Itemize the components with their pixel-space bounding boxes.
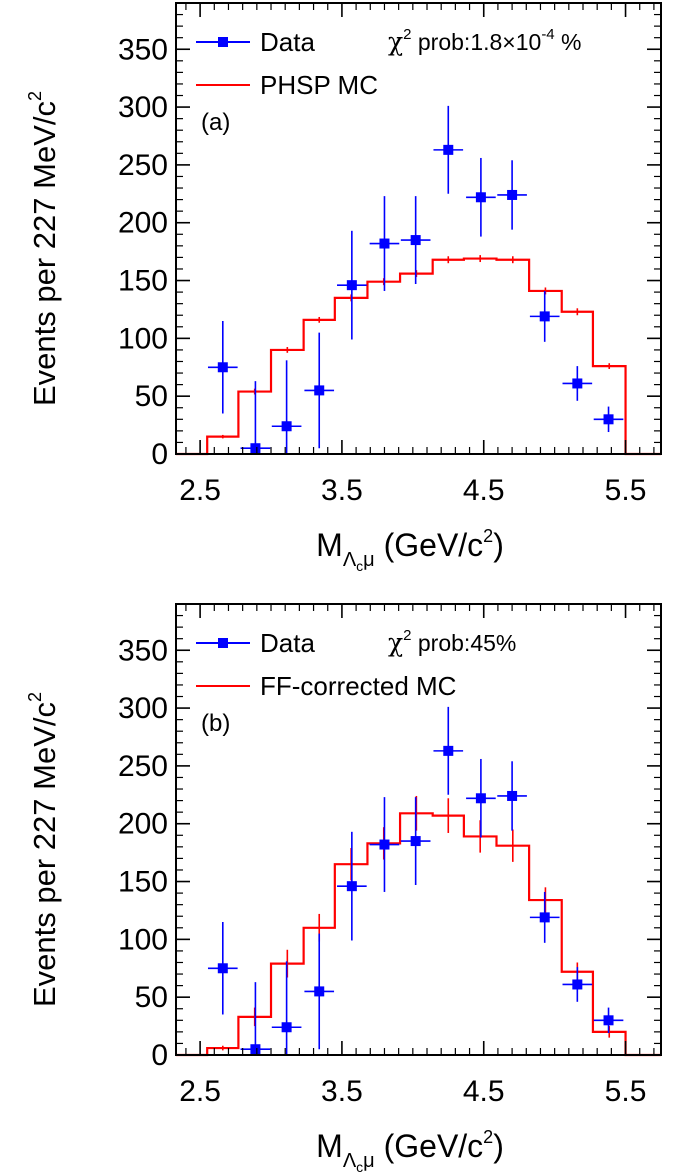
y-tick-label: 0 xyxy=(151,1039,168,1072)
data-point xyxy=(346,280,357,291)
legend-data-marker xyxy=(218,37,228,47)
data-point xyxy=(443,144,454,155)
plot-frame xyxy=(175,603,662,1056)
data-point xyxy=(410,836,421,847)
y-tick-label: 250 xyxy=(118,750,168,783)
y-tick-label: 250 xyxy=(118,149,168,182)
data-point xyxy=(572,979,583,990)
data-point xyxy=(217,963,228,974)
data-point xyxy=(314,986,325,997)
x-tick-label: 3.5 xyxy=(321,1075,363,1108)
data-point xyxy=(507,790,518,801)
x-tick-label: 2.5 xyxy=(179,1075,221,1108)
data-point xyxy=(539,912,550,923)
y-tick-label: 200 xyxy=(118,808,168,841)
y-tick-label: 300 xyxy=(118,692,168,725)
x-tick-label: 4.5 xyxy=(463,474,505,507)
y-tick-label: 350 xyxy=(118,33,168,66)
y-tick-label: 150 xyxy=(118,866,168,899)
y-tick-label: 50 xyxy=(135,981,168,1014)
x-axis-label: MΛcμ (GeV/c2) xyxy=(316,1127,504,1173)
data-point xyxy=(281,1022,292,1033)
data-point xyxy=(475,793,486,804)
chi2-prob-text: χ2 prob:1.8×10-4 % xyxy=(388,26,582,56)
y-tick-label: 100 xyxy=(118,923,168,956)
data-point xyxy=(603,414,614,425)
data-point xyxy=(379,238,390,249)
data-point xyxy=(443,745,454,756)
x-tick-label: 5.5 xyxy=(605,474,647,507)
legend-mc-label: FF-corrected MC xyxy=(260,671,456,701)
y-tick-label: 0 xyxy=(151,438,168,471)
data-point xyxy=(410,235,421,246)
data-point xyxy=(250,1044,261,1055)
x-tick-label: 3.5 xyxy=(321,474,363,507)
mc-histogram xyxy=(176,257,661,456)
chart-panel-b: 0 50 100 150 200 250 300 350 2.5 3.5 4.5 5.5 MΛcμ (G… xyxy=(25,603,662,1173)
data-point xyxy=(346,881,357,892)
chi2-prob-text: χ2 prob:45% xyxy=(388,627,516,657)
data-point xyxy=(603,1015,614,1026)
panel-label: (a) xyxy=(201,109,230,136)
y-tick-label: 200 xyxy=(118,207,168,240)
x-tick-label: 4.5 xyxy=(463,1075,505,1108)
legend-data-marker xyxy=(218,638,228,648)
data-point xyxy=(572,378,583,389)
chart-panel-a: 0 50 100 150 200 250 300 350 2.5 3.5 4.5 5.5 MΛcμ (G… xyxy=(25,2,662,574)
mc-histogram xyxy=(176,812,661,1057)
data-point xyxy=(507,189,518,200)
y-tick-label: 150 xyxy=(118,265,168,298)
y-axis-label: Events per 227 MeV/c2 xyxy=(25,91,62,406)
panel-label: (b) xyxy=(201,710,230,737)
x-axis-label: MΛcμ (GeV/c2) xyxy=(316,526,504,574)
x-tick-label: 2.5 xyxy=(179,474,221,507)
legend-mc-label: PHSP MC xyxy=(260,70,378,100)
data-point xyxy=(539,311,550,322)
data-point xyxy=(475,192,486,203)
data-point xyxy=(250,443,261,454)
y-axis-label: Events per 227 MeV/c2 xyxy=(25,692,62,1007)
data-point xyxy=(314,385,325,396)
data-point xyxy=(281,421,292,432)
legend-data-label: Data xyxy=(260,27,315,57)
plot-frame xyxy=(175,2,662,455)
legend-data-label: Data xyxy=(260,628,315,658)
y-tick-label: 300 xyxy=(118,91,168,124)
data-point xyxy=(379,839,390,850)
y-tick-label: 350 xyxy=(118,634,168,667)
data-point xyxy=(217,362,228,373)
y-tick-label: 50 xyxy=(135,380,168,413)
y-tick-label: 100 xyxy=(118,322,168,355)
x-tick-label: 5.5 xyxy=(605,1075,647,1108)
